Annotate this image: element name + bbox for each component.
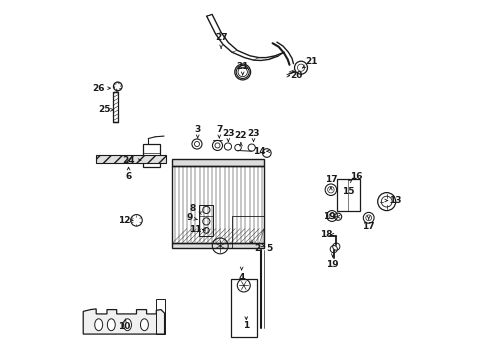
Text: 16: 16 bbox=[349, 172, 362, 181]
Text: 22: 22 bbox=[234, 130, 246, 139]
Text: 3: 3 bbox=[194, 125, 201, 134]
Polygon shape bbox=[172, 243, 264, 248]
Text: 11: 11 bbox=[188, 225, 201, 234]
Text: 26: 26 bbox=[92, 84, 105, 93]
Ellipse shape bbox=[107, 319, 115, 330]
Ellipse shape bbox=[95, 319, 102, 330]
Text: 10: 10 bbox=[118, 322, 130, 331]
Text: 13: 13 bbox=[388, 196, 401, 205]
Text: 6: 6 bbox=[125, 172, 131, 181]
Ellipse shape bbox=[140, 319, 148, 330]
Text: 21: 21 bbox=[236, 62, 248, 71]
Text: 5: 5 bbox=[266, 244, 272, 253]
Text: 2: 2 bbox=[253, 244, 260, 253]
Text: 23: 23 bbox=[247, 129, 259, 138]
Text: 25: 25 bbox=[99, 105, 111, 114]
Text: 19: 19 bbox=[323, 212, 335, 221]
Text: 17: 17 bbox=[324, 175, 337, 184]
Text: 19: 19 bbox=[325, 260, 338, 269]
Text: 1: 1 bbox=[243, 321, 249, 330]
Text: 23: 23 bbox=[222, 129, 234, 138]
Text: 14: 14 bbox=[253, 147, 265, 156]
Polygon shape bbox=[83, 309, 164, 334]
Text: 24: 24 bbox=[122, 156, 135, 165]
Text: 9: 9 bbox=[186, 213, 193, 222]
Text: 17: 17 bbox=[362, 222, 374, 231]
Polygon shape bbox=[172, 159, 264, 166]
Text: 21: 21 bbox=[304, 57, 317, 66]
Text: 7: 7 bbox=[216, 125, 222, 134]
Text: 12: 12 bbox=[118, 216, 130, 225]
Polygon shape bbox=[96, 155, 166, 163]
Text: 20: 20 bbox=[290, 71, 302, 80]
Text: 15: 15 bbox=[341, 187, 354, 197]
Ellipse shape bbox=[123, 319, 131, 330]
Text: 27: 27 bbox=[214, 33, 227, 42]
Text: 8: 8 bbox=[189, 204, 195, 213]
Text: 4: 4 bbox=[238, 273, 244, 282]
Text: 18: 18 bbox=[319, 230, 331, 239]
